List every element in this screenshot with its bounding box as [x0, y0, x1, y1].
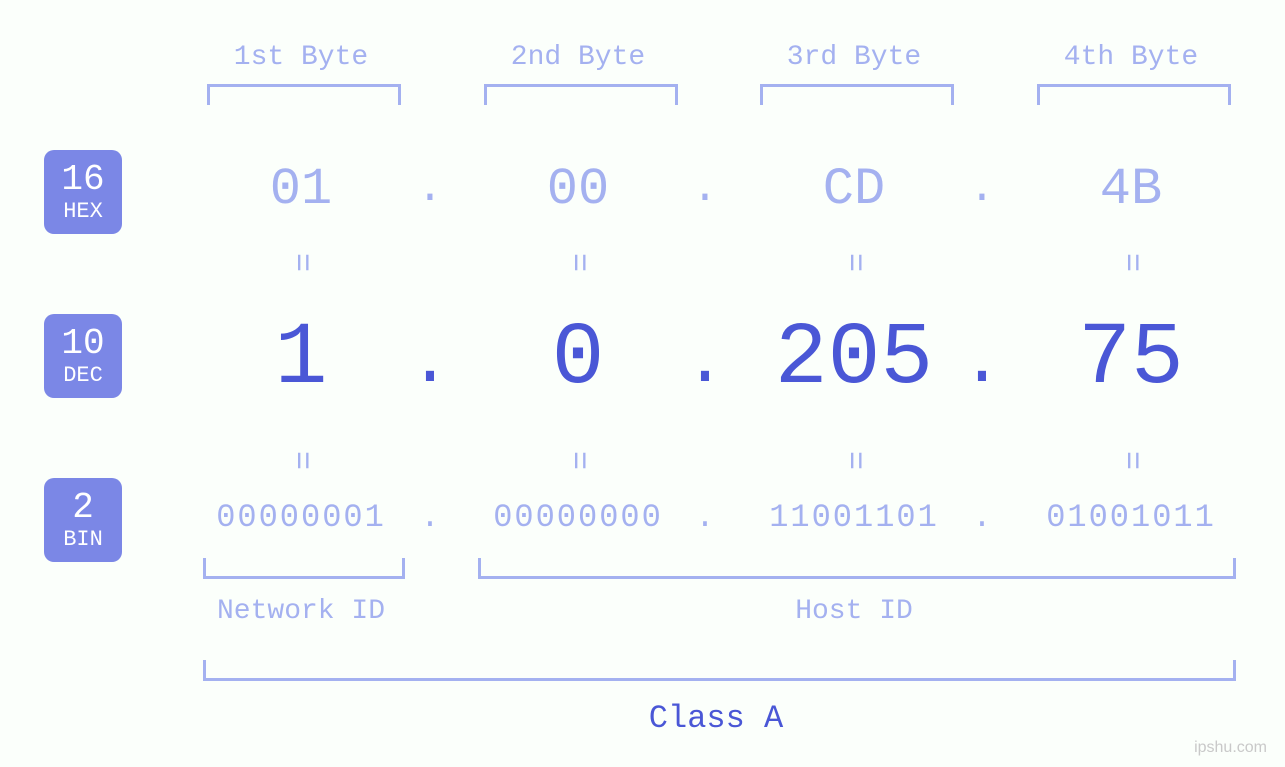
hex-badge-lab: HEX — [63, 200, 103, 223]
bin-dot-3: . — [972, 499, 991, 536]
bin-badge: 2 BIN — [44, 478, 122, 562]
bin-val-1: 00000001 — [216, 499, 386, 536]
bin-dot-1: . — [420, 499, 439, 536]
dec-badge-lab: DEC — [63, 364, 103, 387]
eq2-4: = — [1113, 451, 1150, 470]
bin-badge-lab: BIN — [63, 528, 103, 551]
hex-val-3: CD — [823, 160, 885, 219]
host-bracket — [478, 558, 1236, 579]
dec-dot-2: . — [684, 324, 726, 403]
top-bracket-4 — [1037, 84, 1231, 105]
hex-val-2: 00 — [547, 160, 609, 219]
dec-badge-num: 10 — [61, 325, 104, 363]
hex-val-4: 4B — [1100, 160, 1162, 219]
hex-dot-2: . — [692, 164, 718, 214]
bin-val-3: 11001101 — [769, 499, 939, 536]
byte-label-2: 2nd Byte — [511, 42, 645, 73]
hex-badge: 16 HEX — [44, 150, 122, 234]
hex-val-1: 01 — [270, 160, 332, 219]
byte-label-4: 4th Byte — [1064, 42, 1198, 73]
eq1-2: = — [560, 253, 597, 272]
eq1-4: = — [1113, 253, 1150, 272]
dec-badge: 10 DEC — [44, 314, 122, 398]
byte-label-1: 1st Byte — [234, 42, 368, 73]
hex-badge-num: 16 — [61, 161, 104, 199]
top-bracket-2 — [484, 84, 678, 105]
host-label: Host ID — [795, 596, 913, 627]
network-label: Network ID — [217, 596, 385, 627]
dec-dot-1: . — [409, 324, 451, 403]
eq1-1: = — [283, 253, 320, 272]
top-bracket-1 — [207, 84, 401, 105]
bin-val-4: 01001011 — [1046, 499, 1216, 536]
class-label: Class A — [649, 700, 783, 737]
bin-val-2: 00000000 — [493, 499, 663, 536]
bin-badge-num: 2 — [72, 489, 94, 527]
watermark: ipshu.com — [1194, 739, 1267, 757]
hex-dot-1: . — [417, 164, 443, 214]
class-bracket — [203, 660, 1236, 681]
eq2-1: = — [283, 451, 320, 470]
dec-val-2: 0 — [552, 310, 605, 409]
bin-dot-2: . — [695, 499, 714, 536]
top-bracket-3 — [760, 84, 954, 105]
dec-val-4: 75 — [1078, 310, 1184, 409]
hex-dot-3: . — [969, 164, 995, 214]
dec-val-3: 205 — [775, 310, 933, 409]
eq2-3: = — [836, 451, 873, 470]
eq2-2: = — [560, 451, 597, 470]
dec-val-1: 1 — [275, 310, 328, 409]
eq1-3: = — [836, 253, 873, 272]
network-bracket — [203, 558, 405, 579]
dec-dot-3: . — [961, 324, 1003, 403]
byte-label-3: 3rd Byte — [787, 42, 921, 73]
